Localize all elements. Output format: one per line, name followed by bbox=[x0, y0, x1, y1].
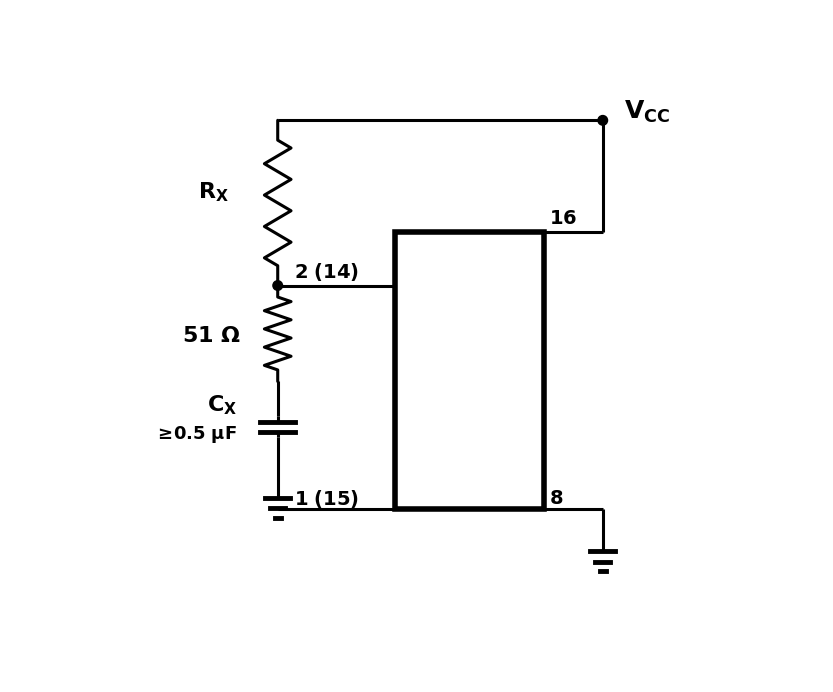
Text: $\bf{2\ (14)}$: $\bf{2\ (14)}$ bbox=[293, 261, 359, 283]
Text: $\bf{51\ \Omega}$: $\bf{51\ \Omega}$ bbox=[182, 326, 241, 346]
Text: $\bf{16}$: $\bf{16}$ bbox=[550, 210, 577, 228]
Bar bbox=[395, 233, 544, 509]
Text: $\bf{8}$: $\bf{8}$ bbox=[550, 489, 564, 508]
Text: $\bf{C_X}$: $\bf{C_X}$ bbox=[207, 394, 237, 417]
Text: $\bf{V_{CC}}$: $\bf{V_{CC}}$ bbox=[624, 99, 671, 125]
Text: $\bf{\geq\!0.5\ \mu F}$: $\bf{\geq\!0.5\ \mu F}$ bbox=[153, 424, 237, 445]
Circle shape bbox=[273, 281, 282, 291]
Text: $\bf{R_X}$: $\bf{R_X}$ bbox=[198, 181, 229, 204]
Circle shape bbox=[598, 116, 607, 125]
Text: $\bf{1\ (15)}$: $\bf{1\ (15)}$ bbox=[293, 488, 359, 509]
